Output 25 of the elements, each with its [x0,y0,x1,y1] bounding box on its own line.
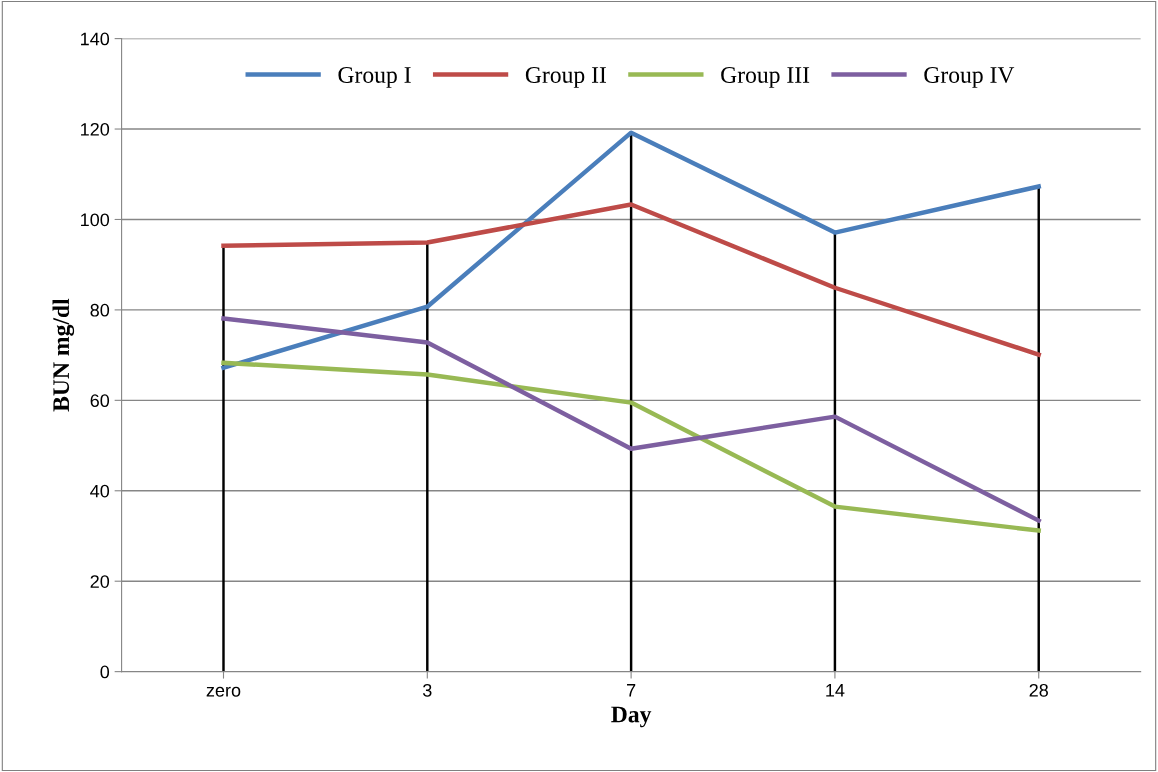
y-tick-label: 0 [100,665,110,679]
line-series [221,316,1041,523]
y-tick-label: 120 [81,122,110,136]
x-tick-label: 28 [1029,683,1048,697]
line-series [221,130,1041,370]
y-tick-label: 140 [81,32,110,46]
x-axis-title: Day [611,706,652,728]
legend-label: Group IV [924,67,1015,88]
y-tick-label: 80 [90,303,110,317]
line-series [221,202,1041,357]
legend-label: Group II [525,67,607,88]
line-series [221,360,1041,533]
y-tick-label: 40 [90,484,110,498]
bar [426,242,429,672]
bar [222,245,225,672]
y-tick-label: 60 [90,394,110,408]
x-tick-label: zero [206,686,241,697]
legend-label: Group I [338,67,411,88]
y-tick-label: 20 [90,575,110,588]
x-tick-label: 14 [826,684,845,697]
x-tick-label: 7 [627,684,636,697]
y-tick-label: 100 [81,213,110,227]
y-axis-title: BUN mg/dl [52,298,75,412]
x-tick-label: 3 [422,683,432,697]
legend-label: Group III [721,67,810,88]
